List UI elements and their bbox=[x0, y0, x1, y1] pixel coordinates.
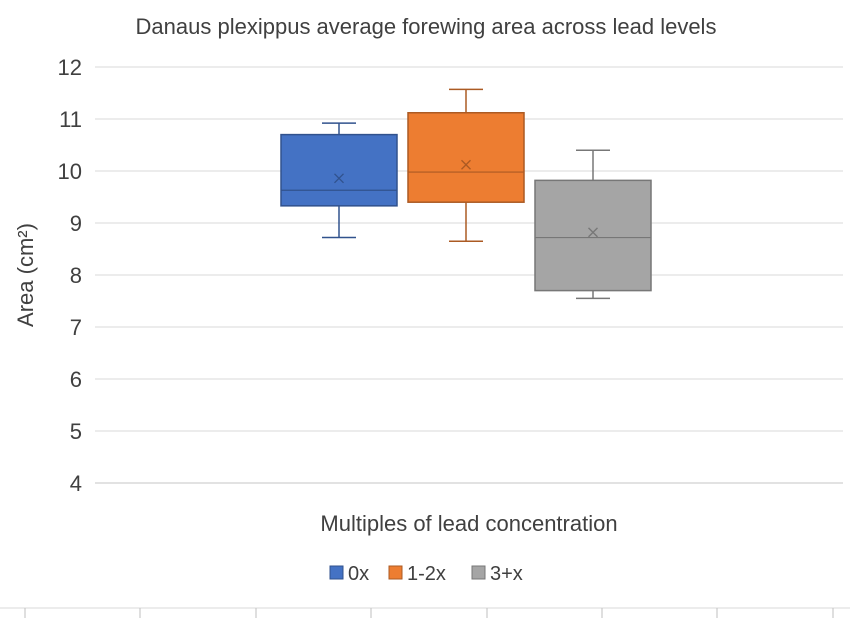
boxes bbox=[280, 88, 652, 300]
y-tick-label: 8 bbox=[70, 263, 82, 288]
box-0x bbox=[280, 122, 398, 239]
y-tick-label: 11 bbox=[59, 107, 82, 132]
outer-frame bbox=[0, 607, 850, 618]
legend-label: 1-2x bbox=[407, 563, 446, 585]
y-tick-label: 12 bbox=[58, 55, 82, 80]
legend-item-1-2x: 1-2x bbox=[388, 563, 446, 585]
y-tick-label: 4 bbox=[70, 471, 82, 496]
legend-swatch bbox=[471, 565, 486, 580]
box-3+x bbox=[534, 149, 652, 300]
x-axis-title: Multiples of lead concentration bbox=[320, 511, 617, 536]
y-tick-label: 9 bbox=[70, 211, 82, 236]
y-axis-ticks: 4 5 6 7 8 9 10 11 12 bbox=[58, 55, 82, 496]
box-body bbox=[280, 133, 398, 207]
legend-label: 0x bbox=[348, 563, 369, 585]
y-tick-label: 10 bbox=[58, 159, 82, 184]
legend-label: 3+x bbox=[490, 563, 523, 585]
box-1-2x bbox=[407, 88, 525, 242]
legend: 0x 1-2x 3+x bbox=[329, 563, 523, 585]
mean-marker bbox=[588, 227, 598, 238]
box-body bbox=[407, 112, 525, 203]
chart-title: Danaus plexippus average forewing area a… bbox=[136, 14, 717, 39]
mean-marker bbox=[461, 159, 471, 170]
y-axis-title: Area (cm²) bbox=[13, 223, 38, 327]
box-body bbox=[534, 179, 652, 292]
legend-item-3+x: 3+x bbox=[471, 563, 523, 585]
mean-marker bbox=[334, 173, 344, 184]
legend-swatch bbox=[388, 565, 403, 580]
y-tick-label: 7 bbox=[70, 315, 82, 340]
y-tick-label: 6 bbox=[70, 367, 82, 392]
legend-item-0x: 0x bbox=[329, 563, 369, 585]
legend-swatch bbox=[329, 565, 344, 580]
y-tick-label: 5 bbox=[70, 419, 82, 444]
